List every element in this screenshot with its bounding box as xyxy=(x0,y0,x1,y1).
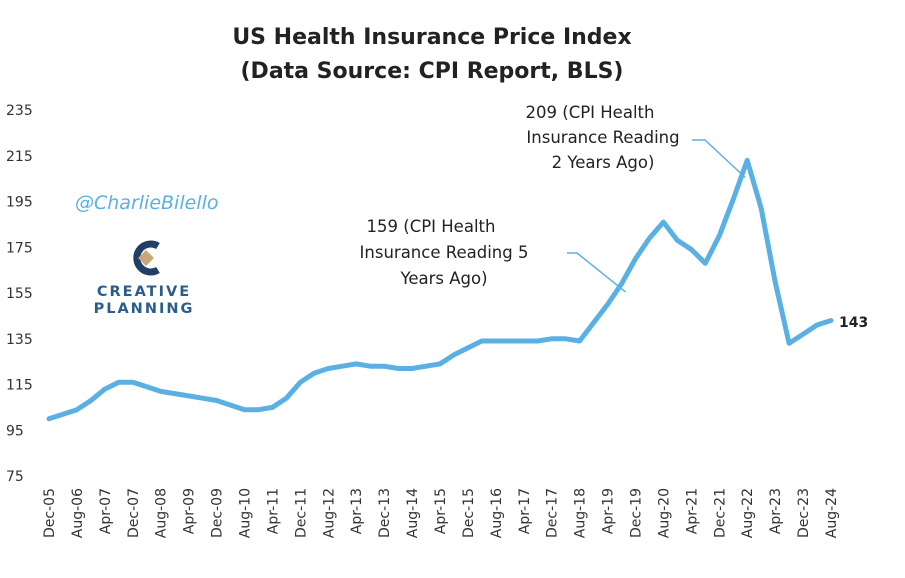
x-tick-label: Dec-09 xyxy=(210,488,226,538)
x-tick-label: Aug-16 xyxy=(489,488,505,538)
x-tick-label: Dec-13 xyxy=(377,488,393,538)
y-tick-label: 175 xyxy=(6,240,33,256)
chart-title-line1: US Health Insurance Price Index xyxy=(232,25,631,50)
annotation-159-line3: Years Ago) xyxy=(399,269,487,288)
x-tick-label: Dec-23 xyxy=(796,488,812,538)
x-tick-label: Dec-15 xyxy=(461,488,477,538)
annotation-159-line2: Insurance Reading 5 xyxy=(360,243,529,262)
x-tick-label: Apr-23 xyxy=(768,488,784,534)
x-tick-label: Aug-14 xyxy=(405,488,421,538)
creative-planning-logo-icon xyxy=(133,240,160,276)
series-line xyxy=(46,157,834,422)
x-tick-label: Dec-17 xyxy=(545,488,561,538)
x-tick-label: Dec-19 xyxy=(629,488,645,538)
annotation-209-line3: 2 Years Ago) xyxy=(552,153,655,172)
x-tick-label: Apr-07 xyxy=(98,488,114,534)
x-tick-label: Apr-11 xyxy=(265,488,281,534)
x-tick-label: Dec-07 xyxy=(126,488,142,538)
x-tick-label: Aug-10 xyxy=(238,488,254,538)
x-tick-label: Aug-18 xyxy=(573,488,589,538)
y-tick-label: 235 xyxy=(6,103,33,119)
annotation-leader-159 xyxy=(567,252,626,293)
x-tick-label: Aug-24 xyxy=(824,488,840,538)
twitter-handle: @CharlieBilello xyxy=(75,192,218,214)
y-tick-label: 135 xyxy=(6,332,33,348)
x-tick-label: Aug-12 xyxy=(321,488,337,538)
annotation-159-line1: 159 (CPI Health xyxy=(367,217,496,236)
x-tick-label: Dec-11 xyxy=(293,488,309,538)
y-tick-label: 155 xyxy=(6,286,33,302)
brand-line1: CREATIVE xyxy=(97,284,191,300)
annotation-209-line1: 209 (CPI Health xyxy=(526,103,655,122)
x-axis-ticks: Dec-05 Aug-06 Apr-07 Dec-07 Aug-08 Apr-09 Dec-… xyxy=(42,488,840,538)
annotation-159: 159 (CPI Health Insurance Reading 5 Year… xyxy=(360,217,626,293)
x-tick-label: Aug-06 xyxy=(70,488,86,538)
y-axis-ticks: 75 95 115 135 155 175 195 215 235 xyxy=(6,103,33,485)
y-tick-label: 195 xyxy=(6,195,33,211)
x-tick-label: Apr-15 xyxy=(433,488,449,534)
x-tick-label: Dec-05 xyxy=(42,488,58,538)
y-tick-label: 95 xyxy=(6,423,24,439)
x-tick-label: Aug-08 xyxy=(154,488,170,538)
annotations: 209 (CPI Health Insurance Reading 2 Year… xyxy=(360,103,746,293)
brand-line2: PLANNING xyxy=(94,301,195,317)
chart-title-line2: (Data Source: CPI Report, BLS) xyxy=(241,59,624,84)
x-tick-label: Aug-22 xyxy=(740,488,756,538)
x-tick-label: Apr-13 xyxy=(349,488,365,534)
y-tick-label: 215 xyxy=(6,149,33,165)
branding: @CharlieBilello CREATIVE PLANNING xyxy=(75,192,218,317)
y-tick-label: 115 xyxy=(6,378,33,394)
x-tick-label: Dec-21 xyxy=(712,488,728,538)
x-tick-label: Aug-20 xyxy=(656,488,672,538)
end-value-label: 143 xyxy=(839,315,868,331)
annotation-209-line2: Insurance Reading xyxy=(526,128,679,147)
x-tick-label: Apr-17 xyxy=(517,488,533,534)
x-tick-label: Apr-19 xyxy=(601,488,617,534)
y-tick-label: 75 xyxy=(6,469,24,485)
annotation-leader-209 xyxy=(692,139,746,179)
x-tick-label: Apr-09 xyxy=(182,488,198,534)
x-tick-label: Apr-21 xyxy=(684,488,700,534)
annotation-209: 209 (CPI Health Insurance Reading 2 Year… xyxy=(526,103,746,179)
